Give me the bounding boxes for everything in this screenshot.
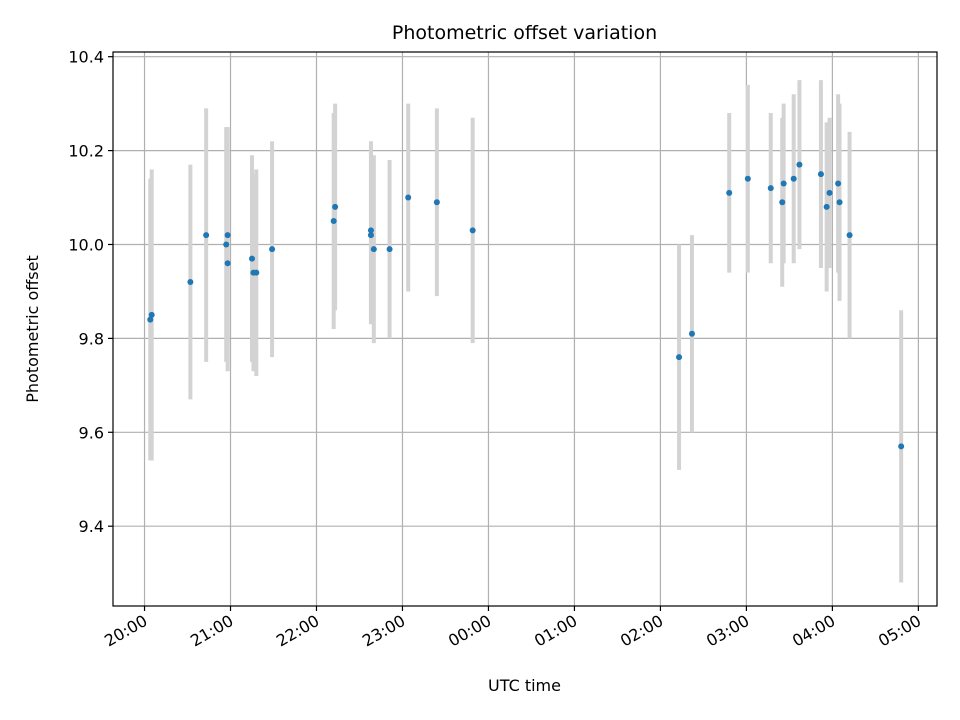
data-point [846, 232, 853, 239]
data-point [688, 330, 695, 337]
data-point [367, 227, 374, 234]
data-point [332, 203, 339, 210]
data-point [790, 175, 797, 182]
data-point [779, 199, 786, 206]
data-point [676, 354, 683, 361]
data-point [203, 232, 210, 239]
data-point [249, 255, 256, 262]
y-axis-label: Photometric offset [23, 255, 42, 403]
data-point [223, 241, 230, 248]
data-point [469, 227, 476, 234]
data-point [269, 246, 276, 253]
y-tick-label: 10.4 [68, 48, 104, 67]
data-point [817, 171, 824, 178]
data-point [386, 246, 393, 253]
y-tick-label: 10.0 [68, 235, 104, 254]
data-points [147, 161, 905, 450]
data-point [767, 185, 774, 192]
data-point [224, 260, 231, 267]
y-tick-label: 9.4 [79, 517, 104, 536]
x-axis-label: UTC time [488, 676, 561, 695]
data-point [253, 269, 260, 276]
data-point [187, 279, 194, 286]
data-point [367, 232, 374, 239]
data-point [370, 246, 377, 253]
data-point [405, 194, 412, 201]
data-point [433, 199, 440, 206]
y-tick-label: 9.6 [79, 423, 104, 442]
data-point [780, 180, 787, 187]
data-point [826, 189, 833, 196]
data-point [744, 175, 751, 182]
data-point [147, 316, 154, 323]
plot-frame [112, 51, 938, 607]
data-point [726, 189, 733, 196]
data-point [835, 180, 842, 187]
data-point [898, 443, 905, 450]
y-tick-label: 9.8 [79, 329, 104, 348]
y-tick-label: 10.2 [68, 142, 104, 161]
data-point [796, 161, 803, 168]
chart-title: Photometric offset variation [392, 22, 657, 44]
data-point [330, 218, 337, 225]
data-point [823, 203, 830, 210]
data-point [224, 232, 231, 239]
data-point [148, 311, 155, 318]
data-point [836, 199, 843, 206]
